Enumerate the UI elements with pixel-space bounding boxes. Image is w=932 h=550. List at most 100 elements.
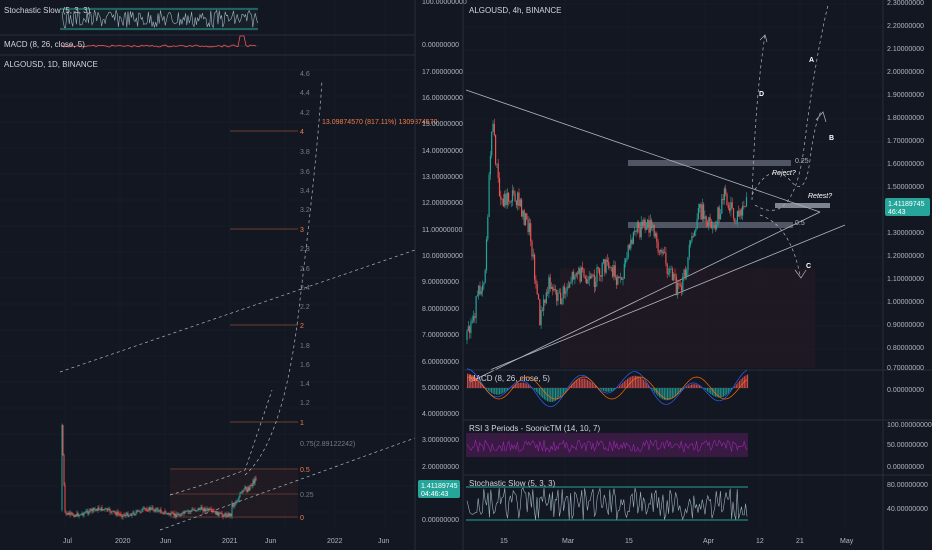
- left-fib-label: 2.8: [300, 246, 310, 253]
- right-label-c: C: [806, 263, 811, 270]
- right-axis-label: 1.30000000: [887, 230, 924, 237]
- left-fib-label: 4.2: [300, 110, 310, 117]
- left-main-title: ALGOUSD, 1D, BINANCE: [4, 60, 98, 69]
- right-axis-label: 0.90000000: [887, 322, 924, 329]
- right-time-label: 15: [500, 538, 508, 545]
- right-macd-title: MACD (8, 26, close, 5): [469, 374, 550, 383]
- left-projection-2: [244, 79, 323, 476]
- left-time-label: Jul: [63, 538, 72, 545]
- right-stoch-line: [466, 487, 748, 521]
- right-axis-label: 2.00000000: [887, 69, 924, 76]
- left-fib-label: 0.25: [300, 492, 314, 499]
- left-fib-label: 2: [300, 323, 304, 330]
- right-projection-c-arrow: [794, 269, 807, 279]
- right-projection-b-arrow: [815, 111, 827, 123]
- left-fib-annotation: 13.09874570 (817.11%) 1309874570: [322, 119, 438, 126]
- right-time-label: 21: [796, 538, 804, 545]
- right-time-label: Apr: [703, 538, 715, 545]
- left-time-label: Jun: [265, 538, 276, 545]
- right-axis-label: 1.80000000: [887, 115, 924, 122]
- left-stoch-line: [61, 9, 258, 29]
- right-stoch-title: Stochastic Slow (5, 3, 3): [469, 479, 556, 488]
- right-rsi-axis-100: 100.00000000: [887, 422, 932, 429]
- right-label-a: A: [809, 57, 814, 64]
- left-time-label: 2020: [115, 538, 131, 545]
- left-fib-label: 1.2: [300, 400, 310, 407]
- left-price-tag-value: 1.41189745: [421, 483, 458, 490]
- left-axis-label: 10.00000000: [422, 253, 463, 260]
- left-fib-label: 3: [300, 227, 304, 234]
- left-fib-label: 3.8: [300, 149, 310, 156]
- left-macd-pane: MACD (8, 26, close, 5): [4, 35, 258, 49]
- right-projection-c: [759, 214, 801, 276]
- right-rsi-axis-50: 50.00000000: [887, 442, 928, 449]
- right-stoch-axis-40: 40.00000000: [887, 506, 928, 513]
- right-time-label: 12: [756, 538, 764, 545]
- right-label-d: D: [759, 91, 764, 98]
- right-inner-trendline: [469, 211, 821, 383]
- right-stoch-axis-80: 80.00000000: [887, 482, 928, 489]
- right-rsi-title: RSI 3 Periods - SoonicTM (14, 10, 7): [469, 424, 601, 433]
- right-time-axis: 15 Mar 15 Apr 12 21 May: [500, 538, 854, 545]
- right-label-reject: Reject?: [772, 170, 796, 177]
- right-main-title: ALGOUSD, 4h, BINANCE: [469, 6, 561, 15]
- left-axis-label: 17.00000000: [422, 69, 463, 76]
- right-price-tag-time: 46:43: [888, 209, 906, 216]
- left-grid: [0, 0, 415, 530]
- left-fib-label: 4.6: [300, 71, 310, 78]
- right-level-05-label: 0.5: [795, 220, 805, 227]
- right-axis-label: 1.10000000: [887, 276, 924, 283]
- left-axis-label: 8.00000000: [422, 306, 459, 313]
- right-axis-label: 1.00000000: [887, 299, 924, 306]
- right-axis-label: 2.20000000: [887, 23, 924, 30]
- right-time-label: 15: [625, 538, 633, 545]
- right-lower-trendline: [489, 224, 846, 371]
- right-zone-025: [628, 160, 791, 166]
- right-projection-d: [751, 34, 766, 201]
- left-stoch-pane: Stochastic Slow (5, 3, 3): [4, 6, 258, 31]
- left-axis-label: 0.00000000: [422, 42, 459, 49]
- right-time-label: Mar: [562, 538, 575, 545]
- right-rsi-line: [466, 439, 748, 454]
- right-axis-label: 1.60000000: [887, 161, 924, 168]
- right-projection-d-arrow: [759, 34, 768, 43]
- right-axis-label: 0.80000000: [887, 345, 924, 352]
- left-fib-label: 4: [300, 129, 304, 136]
- right-rsi-axis-0: 0.00000000: [887, 464, 924, 471]
- left-macd-title: MACD (8, 26, close, 5): [4, 40, 85, 49]
- left-axis-label: 6.00000000: [422, 359, 459, 366]
- right-axis-label: 2.10000000: [887, 46, 924, 53]
- left-axis-label: 12.00000000: [422, 200, 463, 207]
- right-price-tag: [885, 198, 930, 216]
- left-stoch-title: Stochastic Slow (5, 3, 3): [4, 6, 91, 15]
- left-projection-1: [169, 389, 273, 496]
- right-axis-label: 2.30000000: [887, 0, 924, 7]
- left-axis-label: 9.00000000: [422, 279, 459, 286]
- right-price-series: [466, 118, 748, 345]
- left-fib-label: 1.6: [300, 362, 310, 369]
- right-macd-pane: [466, 368, 749, 407]
- left-axis-label: 13.00000000: [422, 174, 463, 181]
- left-price-tag: [418, 480, 460, 498]
- left-fib-label: 2.2: [300, 304, 310, 311]
- left-axis-label: 7.00000000: [422, 332, 459, 339]
- right-label-b: B: [829, 135, 834, 142]
- left-price-series: [61, 423, 257, 520]
- left-fib-label: 2.6: [300, 266, 310, 273]
- left-axis-label: 5.00000000: [422, 385, 459, 392]
- right-axis-label: 1.50000000: [887, 184, 924, 191]
- right-shaded-zone: [560, 268, 815, 368]
- left-fib-levels: 4.6 4.4 4.2 4 3.8 3.6 3.4 3.2 3 2.8 2.6 2.4 2.2 2 1.8 1…: [170, 71, 355, 522]
- right-axis-label: 1.70000000: [887, 138, 924, 145]
- right-time-label: May: [840, 538, 854, 545]
- right-label-retest: Retest?: [808, 193, 832, 200]
- right-rsi-band: [466, 433, 748, 457]
- right-upper-trendline: [465, 89, 821, 213]
- left-price-axis: 100.00000000 0.00000000 17.00000000 16.0000…: [422, 0, 467, 524]
- left-fib-label: 2.4: [300, 285, 310, 292]
- right-axis-label: 1.90000000: [887, 92, 924, 99]
- right-price-tag-value: 1.41189745: [888, 201, 925, 208]
- left-fib-label: 3.6: [300, 169, 310, 176]
- left-macd-line: [61, 35, 257, 48]
